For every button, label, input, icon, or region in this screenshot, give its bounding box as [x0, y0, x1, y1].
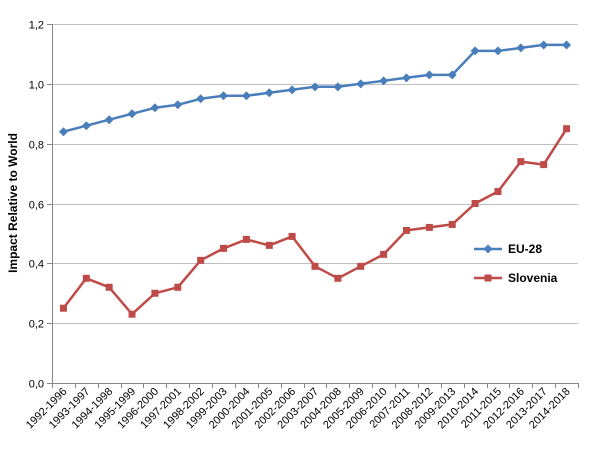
data-point [241, 91, 251, 101]
legend-marker [484, 274, 492, 282]
data-point [562, 40, 572, 50]
data-point [402, 226, 410, 234]
legend-marker [483, 244, 493, 254]
data-point [516, 43, 526, 53]
data-point [448, 220, 456, 228]
data-point [401, 73, 411, 83]
data-point [310, 82, 320, 92]
y-tick-labels: 0,0 0,2 0,4 0,6 0,8 1,0 1,2 [29, 20, 44, 391]
data-point [104, 115, 114, 125]
legend-label: Slovenia [508, 271, 558, 285]
series [58, 40, 572, 318]
data-point [493, 46, 503, 56]
y-tick-label: 1,0 [29, 80, 44, 92]
y-tick-label: 0,0 [29, 379, 44, 391]
data-point [540, 161, 548, 169]
y-tick-label: 0,2 [29, 319, 44, 331]
y-tick-label: 0,6 [29, 200, 44, 212]
data-point [287, 85, 297, 95]
data-point [128, 310, 136, 318]
data-point [494, 188, 502, 196]
data-point [424, 70, 434, 80]
series-eu-28 [58, 40, 572, 137]
data-point [220, 244, 228, 252]
data-point [105, 283, 113, 291]
data-point [288, 232, 296, 240]
data-point [356, 79, 366, 89]
data-point [311, 262, 319, 270]
legend: EU-28 Slovenia [474, 242, 558, 285]
data-point [265, 241, 273, 249]
y-tick-label: 1,2 [29, 20, 44, 32]
data-point [197, 256, 205, 264]
x-tick-labels: 1992-19961993-19971994-19981995-19991996… [24, 386, 573, 432]
data-point [242, 235, 250, 243]
data-point [517, 158, 525, 166]
data-point [470, 46, 480, 56]
data-point [219, 91, 229, 101]
data-point [357, 262, 365, 270]
data-point [81, 121, 91, 131]
y-tick-label: 0,8 [29, 140, 44, 152]
data-point [447, 70, 457, 80]
data-point [379, 76, 389, 86]
data-point [173, 100, 183, 110]
data-point [563, 125, 571, 133]
legend-label: EU-28 [508, 242, 542, 256]
series-slovenia [59, 125, 571, 318]
data-point [196, 94, 206, 104]
data-point [380, 250, 388, 258]
data-point [334, 274, 342, 282]
series-line [62, 128, 568, 316]
data-point [82, 274, 90, 282]
data-point [425, 223, 433, 231]
data-point [471, 200, 479, 207]
data-point [127, 109, 137, 119]
legend-entry: EU-28 [474, 242, 542, 256]
legend-entry: Slovenia [474, 271, 558, 285]
data-point [150, 103, 160, 113]
data-point [264, 88, 274, 98]
data-point [539, 40, 549, 50]
y-axis-title: Impact Relative to World [6, 133, 20, 273]
y-tick-label: 0,4 [29, 259, 44, 271]
data-point [59, 304, 67, 312]
data-point [174, 283, 182, 291]
axes [47, 24, 579, 388]
data-point [333, 82, 343, 92]
data-point [151, 289, 159, 297]
data-point [58, 127, 68, 137]
